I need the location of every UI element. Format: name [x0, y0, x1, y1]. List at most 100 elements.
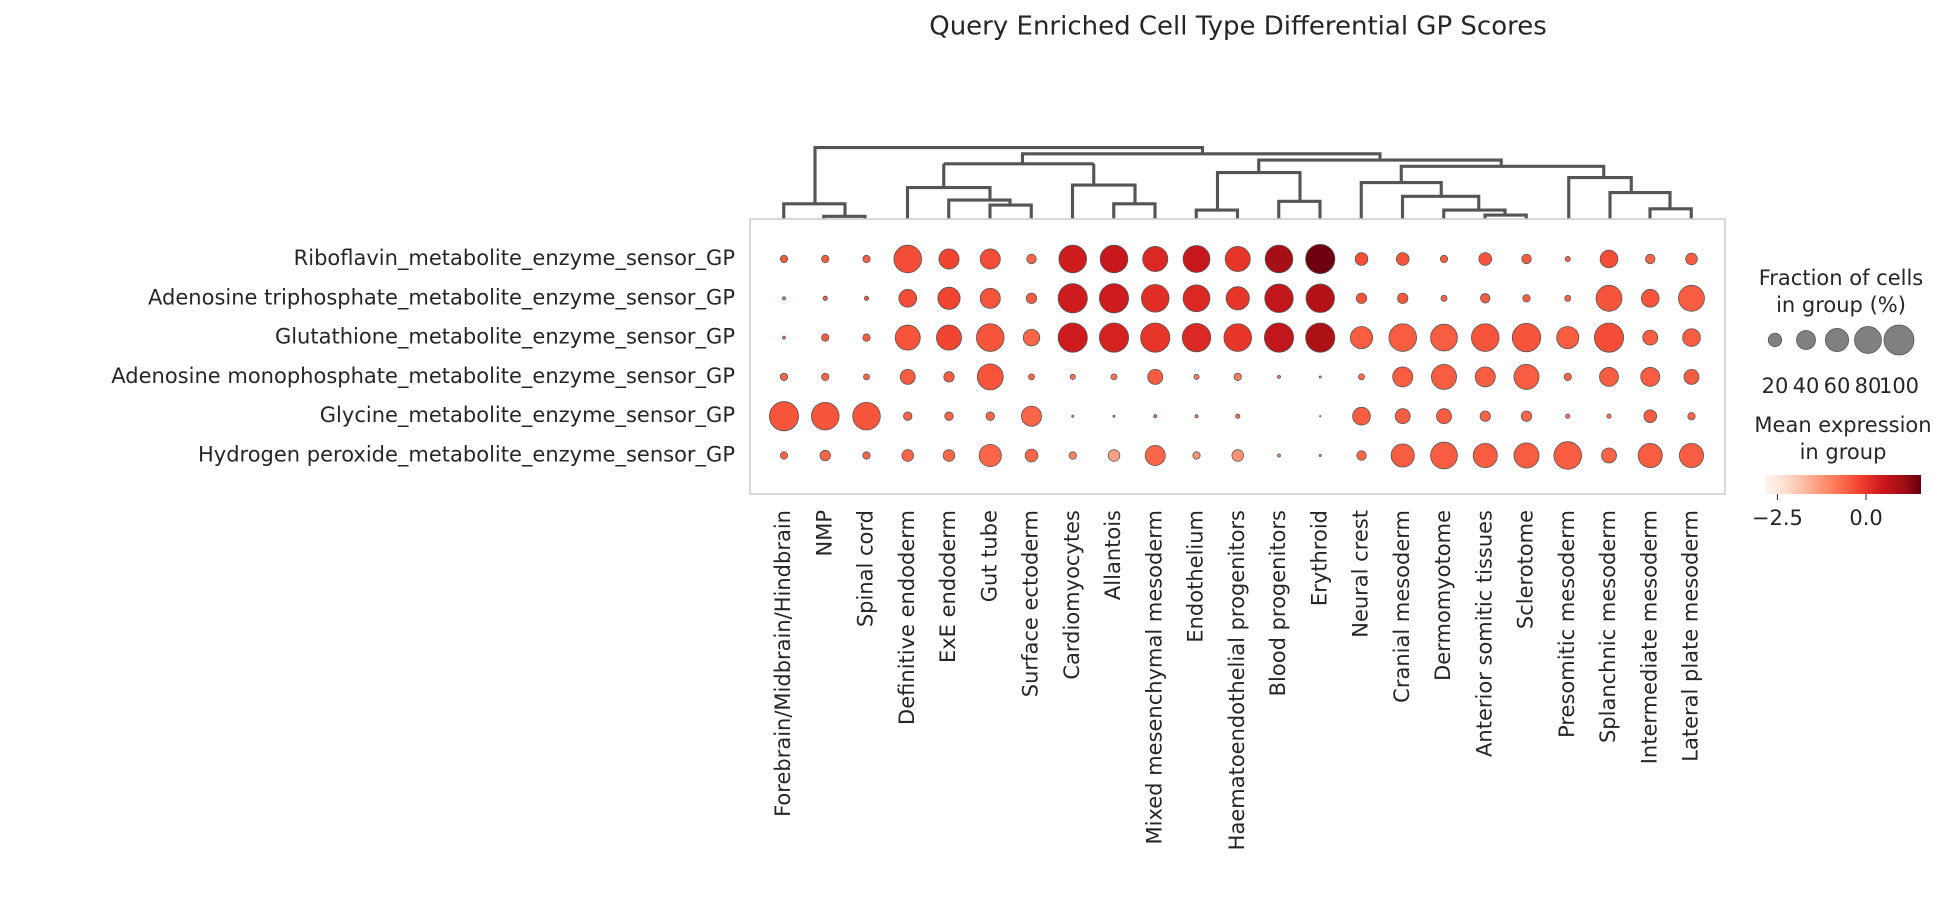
x-tick-label: Dermomyotome [1431, 510, 1455, 681]
dot [1024, 448, 1039, 463]
color-legend-title: Mean expression in group [1754, 413, 1931, 464]
y-tick-label: Glycine_metabolite_enzyme_sensor_GP [320, 403, 735, 428]
dot [1480, 293, 1491, 304]
dot [976, 323, 1005, 352]
dot [1354, 252, 1369, 266]
x-tick-label: Mixed mesenchymal mesoderm [1142, 510, 1166, 844]
dot [1645, 253, 1656, 265]
size-legend-dot [1854, 326, 1882, 354]
dot [1640, 367, 1661, 387]
x-tick-label: Surface ectoderm [1019, 510, 1043, 697]
dot [937, 286, 961, 310]
dot [1181, 322, 1212, 353]
dot [852, 401, 881, 431]
dot [782, 296, 786, 301]
dot [978, 443, 1002, 468]
dot [1595, 284, 1623, 312]
y-tick-label: Adenosine monophosphate_metabolite_enzym… [111, 364, 735, 389]
dot [1022, 328, 1041, 347]
dot [1687, 412, 1696, 421]
x-tick-label: Definitive endoderm [895, 510, 919, 725]
dot [1028, 373, 1035, 381]
x-tick-label: ExE endoderm [936, 510, 960, 663]
dot [1223, 323, 1252, 352]
dot [901, 449, 914, 462]
dot [1318, 375, 1322, 379]
dot [1098, 283, 1130, 314]
dot [1025, 292, 1038, 304]
dot [1643, 409, 1658, 423]
dot [1225, 286, 1250, 311]
size-legend-label: 100 [1879, 374, 1919, 398]
dot [1098, 322, 1130, 353]
dot [1390, 443, 1415, 468]
dot [863, 373, 870, 381]
dot [811, 401, 840, 431]
size-legend-label: 80 [1855, 374, 1882, 398]
dot [1356, 450, 1367, 461]
dot [903, 411, 913, 421]
dot [1599, 249, 1619, 269]
dot [1601, 447, 1617, 464]
dot [779, 451, 789, 460]
dot [1678, 284, 1705, 312]
dot [1394, 408, 1411, 425]
dot [1057, 322, 1088, 353]
dot [1352, 406, 1371, 426]
dot [1513, 363, 1540, 390]
x-tick-label: Anterior somitic tissues [1472, 510, 1496, 757]
dot [1599, 367, 1619, 387]
dot [1685, 252, 1698, 266]
dot [862, 333, 871, 342]
dot [1474, 366, 1496, 388]
dot [1679, 443, 1704, 468]
colorbar-tick-label: −2.5 [1752, 506, 1803, 530]
dot [1107, 449, 1121, 462]
dendrogram [782, 145, 1693, 219]
x-tick-label: Blood progenitors [1266, 510, 1290, 696]
dot [1521, 253, 1532, 265]
dot [1388, 323, 1417, 352]
dot [1318, 454, 1322, 457]
dot [944, 411, 954, 421]
dot [1564, 294, 1572, 302]
dot [1358, 373, 1365, 381]
colorbar [1765, 475, 1921, 494]
dot [1606, 413, 1612, 419]
dot [1395, 252, 1410, 266]
dot [1112, 414, 1116, 418]
x-tick-label: Forebrain/Midbrain/Hindbrain [771, 510, 795, 817]
dot [1235, 413, 1241, 419]
size-legend-label: 20 [1762, 374, 1789, 398]
x-tick-label: Endothelium [1184, 510, 1208, 643]
dot [1637, 443, 1663, 468]
y-tick-label: Adenosine triphosphate_metabolite_enzyme… [148, 285, 735, 310]
dot [1263, 322, 1295, 353]
dot [1147, 368, 1164, 385]
dot [1264, 244, 1294, 274]
size-legend-dot [1796, 330, 1816, 350]
dot [1182, 245, 1211, 273]
dot [768, 401, 800, 432]
size-legend-dot [1824, 327, 1850, 353]
plot-frame [749, 218, 1726, 495]
dot [1430, 323, 1458, 352]
dot [1440, 294, 1448, 302]
dot [979, 248, 1001, 270]
dot [821, 333, 830, 342]
x-tick-label: Intermediate mesoderm [1637, 510, 1661, 764]
size-legend-label: 60 [1824, 374, 1851, 398]
dot [1068, 451, 1077, 460]
dot [821, 372, 830, 381]
dot [1021, 405, 1042, 427]
dot [938, 248, 960, 270]
dot [1277, 374, 1281, 379]
dot [1231, 449, 1244, 462]
dot [1058, 244, 1087, 274]
dot [1593, 322, 1625, 353]
dot [942, 449, 956, 462]
dot [1479, 410, 1491, 422]
dot [1110, 373, 1118, 381]
dot [943, 371, 955, 383]
